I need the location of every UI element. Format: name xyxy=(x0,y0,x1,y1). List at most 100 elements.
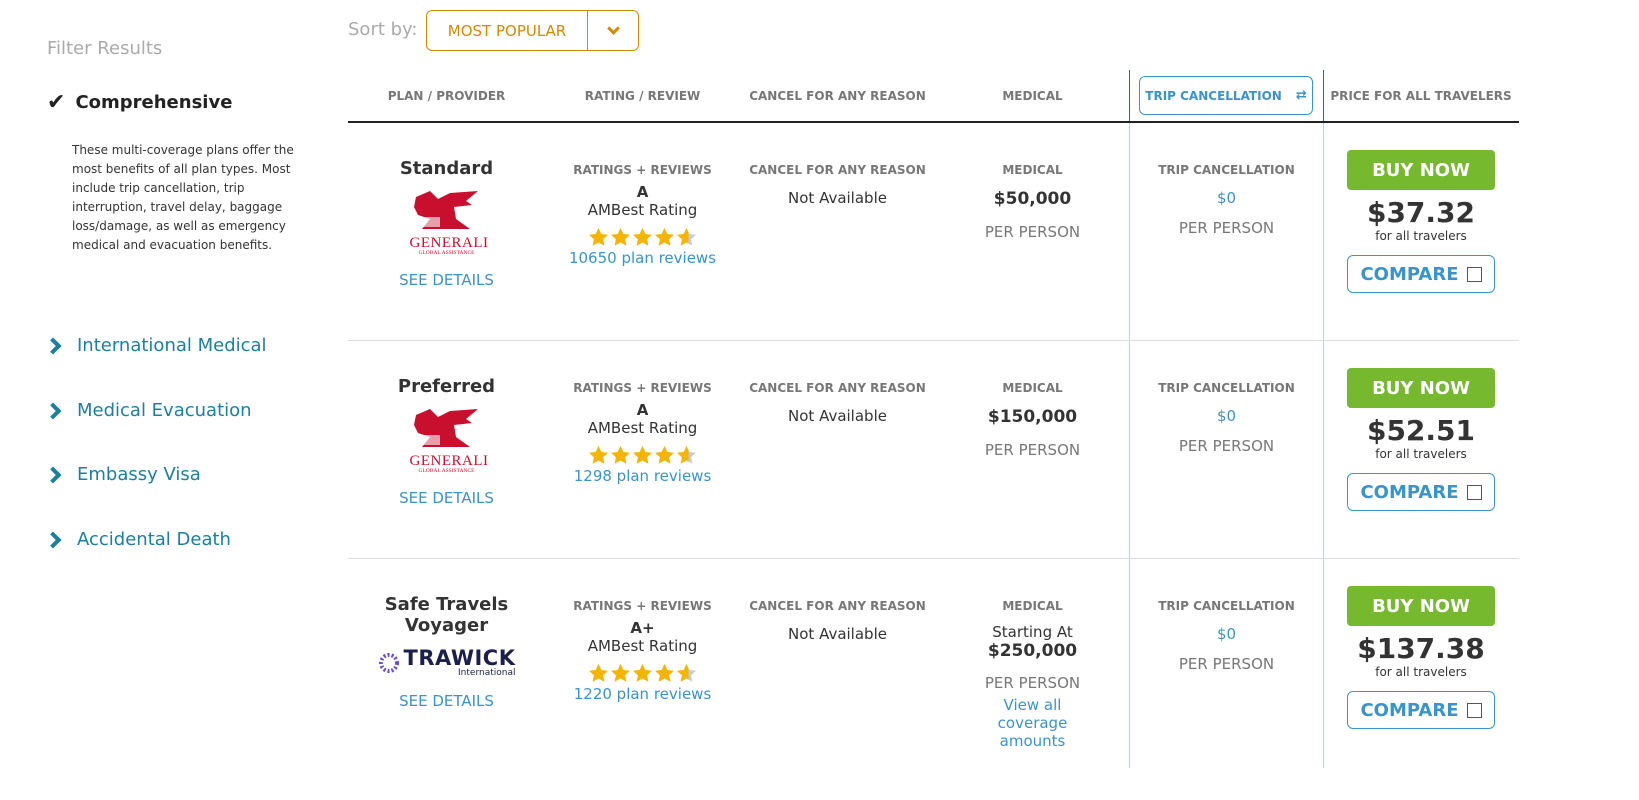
ratings-label: RATINGS + REVIEWS xyxy=(573,381,712,395)
star-icon xyxy=(633,663,652,682)
medical-value: $50,000 xyxy=(993,189,1072,209)
cfar-label: CANCEL FOR ANY REASON xyxy=(749,381,926,395)
category-description: These multi-coverage plans offer the mos… xyxy=(72,143,294,252)
divider xyxy=(1323,70,1324,122)
category-item[interactable]: Accidental Death xyxy=(44,529,231,550)
plan-name: Safe Travels Voyager xyxy=(384,594,509,636)
star-rating xyxy=(545,227,740,247)
view-coverage-link[interactable]: View all coverage amounts xyxy=(997,696,1068,750)
header-medical: MEDICAL xyxy=(1002,89,1063,103)
trip-cancellation-toggle[interactable]: TRIP CANCELLATION ⇄ xyxy=(1139,76,1313,115)
generali-logo: GENERALI GLOBAL ASSISTANCE xyxy=(410,189,488,257)
ambest-label: AMBest Rating xyxy=(587,201,698,219)
price-note: for all travelers xyxy=(1375,447,1467,461)
star-icon xyxy=(611,227,630,246)
chevron-down-icon[interactable] xyxy=(588,11,638,50)
trip-value: $0 xyxy=(1216,189,1237,207)
medical-label: MEDICAL xyxy=(1002,163,1063,177)
medical-label: MEDICAL xyxy=(1002,599,1063,613)
medical-prefix: Starting At xyxy=(992,623,1073,641)
trip-unit: PER PERSON xyxy=(1178,437,1275,455)
see-details-link[interactable]: SEE DETAILS xyxy=(399,692,494,710)
trip-unit: PER PERSON xyxy=(1178,655,1275,673)
cfar-value: Not Available xyxy=(788,189,887,207)
compare-checkbox[interactable] xyxy=(1466,266,1482,282)
star-icon xyxy=(677,663,696,682)
header-trip: TRIP CANCELLATION xyxy=(1145,88,1282,103)
sort-dropdown[interactable]: MOST POPULAR xyxy=(426,10,639,51)
see-details-link[interactable]: SEE DETAILS xyxy=(399,271,494,289)
compare-checkbox[interactable] xyxy=(1466,702,1482,718)
divider xyxy=(1129,123,1130,768)
check-icon: ✔ xyxy=(47,90,66,115)
cfar-value: Not Available xyxy=(788,625,887,643)
star-icon xyxy=(677,445,696,464)
price-note: for all travelers xyxy=(1375,665,1467,679)
chevron-right-icon xyxy=(44,531,62,548)
trip-label: TRIP CANCELLATION xyxy=(1158,381,1295,395)
buy-now-button[interactable]: BUY NOW xyxy=(1347,586,1495,626)
ratings-label: RATINGS + REVIEWS xyxy=(573,599,712,613)
buy-now-button[interactable]: BUY NOW xyxy=(1347,150,1495,190)
category-label: International Medical xyxy=(77,335,267,356)
row-divider xyxy=(348,340,1519,341)
category-item[interactable]: International Medical xyxy=(44,335,267,356)
buy-now-button[interactable]: BUY NOW xyxy=(1347,368,1495,408)
category-label: Comprehensive xyxy=(75,92,233,113)
compare-button[interactable]: COMPARE xyxy=(1347,691,1495,729)
ambest-label: AMBest Rating xyxy=(587,419,698,437)
trip-label: TRIP CANCELLATION xyxy=(1158,599,1295,613)
header-cfar: CANCEL FOR ANY REASON xyxy=(749,89,926,103)
reviews-link[interactable]: 1298 plan reviews xyxy=(573,467,712,485)
category-label: Medical Evacuation xyxy=(77,400,252,421)
price: $37.32 xyxy=(1366,196,1476,229)
divider xyxy=(1129,70,1130,122)
ambest-grade: A xyxy=(636,401,649,419)
reviews-link[interactable]: 1220 plan reviews xyxy=(573,685,712,703)
chevron-right-icon xyxy=(44,466,62,483)
filter-results-title: Filter Results xyxy=(47,38,163,59)
trip-unit: PER PERSON xyxy=(1178,219,1275,237)
reviews-link[interactable]: 10650 plan reviews xyxy=(568,249,717,267)
see-details-link[interactable]: SEE DETAILS xyxy=(399,489,494,507)
ratings-label: RATINGS + REVIEWS xyxy=(573,163,712,177)
trip-label: TRIP CANCELLATION xyxy=(1158,163,1295,177)
compare-label: COMPARE xyxy=(1360,481,1459,503)
star-rating xyxy=(545,663,740,683)
medical-unit: PER PERSON xyxy=(984,441,1081,459)
star-icon xyxy=(589,227,608,246)
star-icon xyxy=(589,663,608,682)
category-label: Embassy Visa xyxy=(77,464,201,485)
star-icon xyxy=(655,445,674,464)
medical-value: $250,000 xyxy=(987,641,1078,661)
chevron-right-icon xyxy=(44,337,62,354)
category-item[interactable]: Embassy Visa xyxy=(44,464,201,485)
swap-icon: ⇄ xyxy=(1295,88,1307,103)
header-divider xyxy=(348,121,1519,123)
category-label: Accidental Death xyxy=(77,529,231,550)
header-price: PRICE FOR ALL TRAVELERS xyxy=(1330,89,1512,103)
price-note: for all travelers xyxy=(1375,229,1467,243)
category-item[interactable]: Medical Evacuation xyxy=(44,400,252,421)
category-comprehensive[interactable]: ✔ Comprehensive xyxy=(47,90,232,115)
compare-checkbox[interactable] xyxy=(1466,484,1482,500)
compare-button[interactable]: COMPARE xyxy=(1347,473,1495,511)
trip-value: $0 xyxy=(1216,407,1237,425)
sort-label: Sort by: xyxy=(348,19,418,40)
compare-button[interactable]: COMPARE xyxy=(1347,255,1495,293)
divider xyxy=(1323,123,1324,768)
ambest-label: AMBest Rating xyxy=(587,637,698,655)
price: $137.38 xyxy=(1357,632,1485,665)
medical-label: MEDICAL xyxy=(1002,381,1063,395)
medical-unit: PER PERSON xyxy=(984,674,1081,692)
generali-logo: GENERALI GLOBAL ASSISTANCE xyxy=(410,407,488,475)
cfar-label: CANCEL FOR ANY REASON xyxy=(749,599,926,613)
row-divider xyxy=(348,558,1519,559)
star-icon xyxy=(677,227,696,246)
sort-value: MOST POPULAR xyxy=(427,11,588,50)
plan-name: Preferred xyxy=(397,376,496,397)
medical-value: $150,000 xyxy=(987,407,1078,427)
star-icon xyxy=(655,227,674,246)
star-icon xyxy=(611,663,630,682)
star-icon xyxy=(611,445,630,464)
